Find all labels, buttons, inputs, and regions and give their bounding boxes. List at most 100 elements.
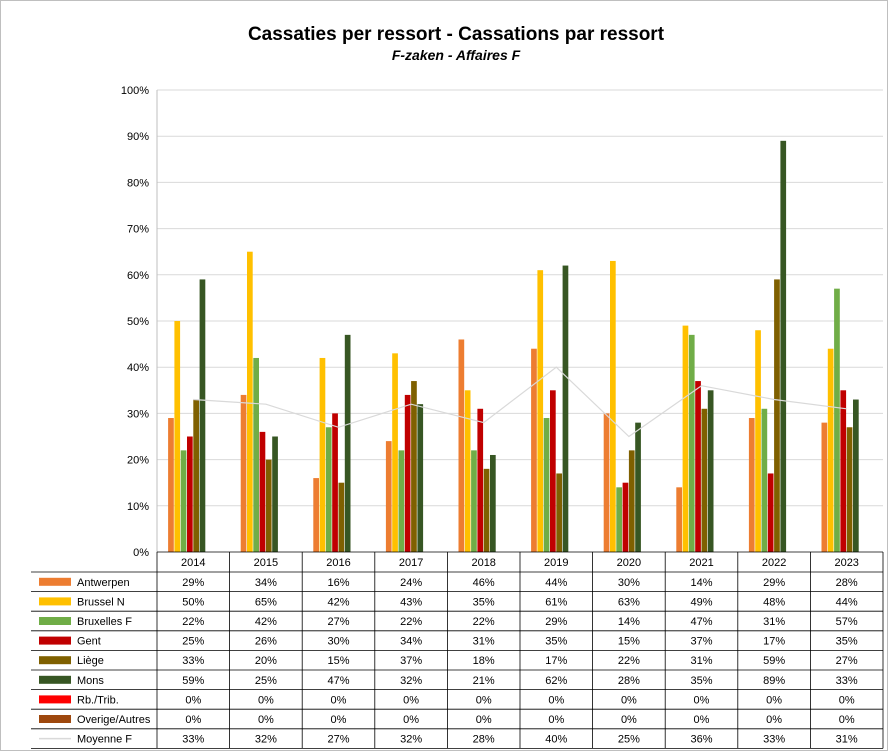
bar xyxy=(253,357,259,552)
data-table-cell: 16% xyxy=(327,577,349,589)
bar xyxy=(180,450,187,552)
bar xyxy=(458,339,465,552)
bar xyxy=(616,487,622,552)
data-table-cell: 25% xyxy=(255,675,277,687)
data-table-cell: 42% xyxy=(255,616,277,628)
data-table-cell: 33% xyxy=(836,675,858,687)
data-table-cell: 47% xyxy=(690,616,712,628)
bar xyxy=(688,334,695,552)
data-table-cell: 32% xyxy=(400,675,422,687)
x-tick-label: 2015 xyxy=(254,557,278,569)
data-table-cell: 0% xyxy=(403,694,419,706)
data-table-cell: 31% xyxy=(763,616,785,628)
average-line-path xyxy=(193,366,847,438)
bar xyxy=(490,454,496,552)
data-table-cell: 0% xyxy=(694,694,710,706)
x-tick-label: 2020 xyxy=(617,557,641,569)
bar xyxy=(272,436,278,552)
data-table-cell: 0% xyxy=(331,714,347,726)
bar xyxy=(603,413,610,552)
legend-key xyxy=(39,597,71,606)
y-tick-label: 10% xyxy=(127,501,149,513)
bar xyxy=(411,381,417,552)
data-table-cell: 42% xyxy=(327,596,349,608)
data-table-cell: 22% xyxy=(473,616,495,628)
bar xyxy=(199,279,206,552)
data-table-cell: 33% xyxy=(182,655,204,667)
data-table-cell: 34% xyxy=(255,577,277,589)
y-tick-label: 20% xyxy=(127,455,149,467)
legend-label: Liège xyxy=(77,655,104,667)
bar xyxy=(682,325,689,552)
data-table-cell: 17% xyxy=(763,636,785,648)
legend-label: Rb./Trib. xyxy=(77,694,119,706)
data-table-cell: 0% xyxy=(548,694,564,706)
bar xyxy=(556,473,562,552)
data-table-cell: 15% xyxy=(327,655,349,667)
bar xyxy=(313,478,319,552)
bar xyxy=(240,394,247,552)
x-tick-label: 2022 xyxy=(762,557,786,569)
data-table-cell: 40% xyxy=(545,734,567,746)
data-table-cell: 89% xyxy=(763,675,785,687)
bar xyxy=(834,288,840,552)
data-table-cell: 17% xyxy=(545,655,567,667)
data-table-cell: 22% xyxy=(618,655,640,667)
bar xyxy=(259,431,266,552)
y-tick-label: 90% xyxy=(127,131,149,143)
data-table-cell: 37% xyxy=(690,636,712,648)
bar xyxy=(821,422,828,552)
chart-title: Cassaties per ressort - Cassations par r… xyxy=(248,24,665,45)
bar xyxy=(707,390,714,552)
legend-key xyxy=(39,656,71,665)
data-table-cell: 28% xyxy=(836,577,858,589)
data-table-cell: 26% xyxy=(255,636,277,648)
data-table-cell: 47% xyxy=(327,675,349,687)
data-table-cell: 31% xyxy=(690,655,712,667)
bar xyxy=(174,321,181,552)
bar xyxy=(344,334,351,552)
bar xyxy=(417,404,424,552)
data-table-cell: 0% xyxy=(185,694,201,706)
bar xyxy=(398,450,405,552)
data-table-cell: 35% xyxy=(690,675,712,687)
data-table-cell: 29% xyxy=(545,616,567,628)
data-table-cell: 35% xyxy=(836,636,858,648)
x-tick-label: 2023 xyxy=(834,557,858,569)
legend-label: Moyenne F xyxy=(77,734,132,746)
data-table-cell: 33% xyxy=(763,734,785,746)
data-table-cell: 14% xyxy=(618,616,640,628)
data-table-cell: 34% xyxy=(400,636,422,648)
data-table-cell: 44% xyxy=(836,596,858,608)
data-table-cell: 48% xyxy=(763,596,785,608)
bar xyxy=(755,330,761,552)
bar xyxy=(562,265,569,552)
data-table-cell: 49% xyxy=(690,596,712,608)
data-table-cell: 15% xyxy=(618,636,640,648)
bar xyxy=(531,348,537,552)
bar xyxy=(550,390,556,552)
bar xyxy=(774,279,780,552)
y-tick-label: 80% xyxy=(127,177,149,189)
x-tick-label: 2014 xyxy=(181,557,205,569)
legend-key xyxy=(39,577,71,586)
bar xyxy=(338,482,345,552)
data-table-cell: 65% xyxy=(255,596,277,608)
data-table-cell: 0% xyxy=(476,714,492,726)
x-tick-label: 2018 xyxy=(471,557,495,569)
data-table-cell: 62% xyxy=(545,675,567,687)
bar xyxy=(543,418,550,552)
data-table-cell: 57% xyxy=(836,616,858,628)
data-table-cell: 31% xyxy=(836,734,858,746)
data-table-cell: 21% xyxy=(473,675,495,687)
data-table-cell: 32% xyxy=(255,734,277,746)
bar xyxy=(622,482,629,552)
data-table-cell: 18% xyxy=(473,655,495,667)
bars xyxy=(168,140,859,552)
data-table-cell: 33% xyxy=(182,734,204,746)
data-table-cell: 0% xyxy=(694,714,710,726)
data-table-cell: 31% xyxy=(473,636,495,648)
data-table-cell: 0% xyxy=(258,714,274,726)
bar xyxy=(767,473,774,552)
